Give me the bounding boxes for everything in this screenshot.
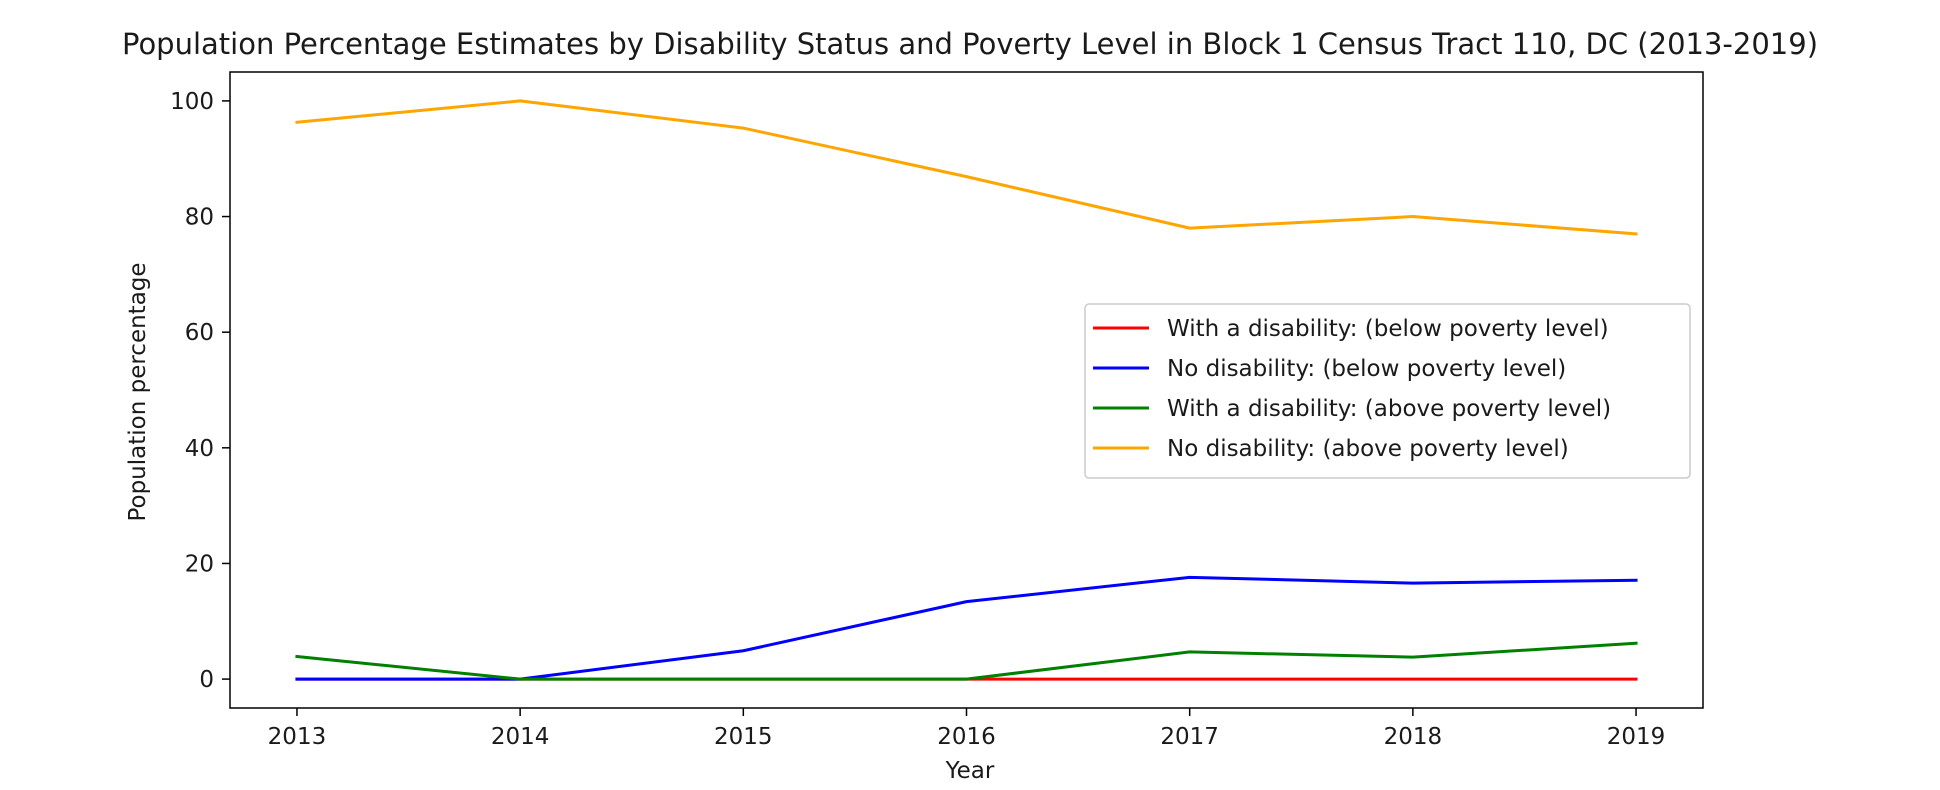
x-tick-label-2018: 2018 [1384, 724, 1443, 750]
plot-area: 2013 2014 2015 2016 2017 2018 2019 0 20 40 60 80 100… [170, 71, 1704, 750]
y-tick-label-20: 20 [185, 551, 214, 577]
legend-label-1: With a disability: (below poverty level) [1167, 316, 1609, 342]
x-tick-label-2019: 2019 [1607, 724, 1666, 750]
x-tick-label-2017: 2017 [1160, 724, 1219, 750]
series-line-2 [295, 575, 1638, 681]
series-line-3 [295, 641, 1638, 681]
y-tick-label-0: 0 [199, 667, 214, 693]
x-tick-label-2015: 2015 [714, 724, 773, 750]
legend-label-3: With a disability: (above poverty level) [1167, 396, 1611, 422]
legend-label-4: No disability: (above poverty level) [1167, 436, 1569, 462]
x-tick-label-2014: 2014 [491, 724, 550, 750]
chart-title: Population Percentage Estimates by Disab… [122, 27, 1818, 61]
legend-label-2: No disability: (below poverty level) [1167, 356, 1566, 382]
y-tick-label-100: 100 [170, 89, 214, 115]
legend-box [1084, 303, 1691, 479]
y-axis-label: Population percentage [125, 262, 151, 521]
x-tick-label-2016: 2016 [937, 724, 996, 750]
x-tick-label-2013: 2013 [268, 724, 327, 750]
y-tick-label-80: 80 [185, 205, 214, 231]
x-axis-label: Year [945, 758, 995, 784]
y-tick-label-60: 60 [185, 320, 214, 346]
y-tick-label-40: 40 [185, 436, 214, 462]
series-line-4 [295, 99, 1638, 236]
